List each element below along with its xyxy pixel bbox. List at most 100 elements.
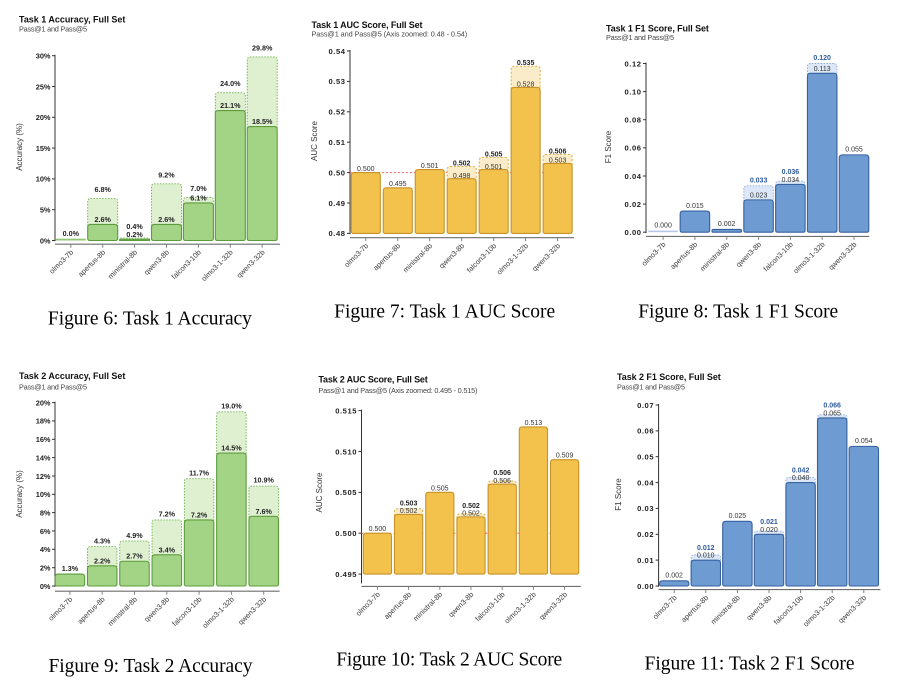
svg-text:15%: 15% <box>36 144 51 153</box>
svg-text:0.08: 0.08 <box>625 116 642 125</box>
svg-text:Figure 11: Task 2 F1 Score: Figure 11: Task 2 F1 Score <box>645 654 855 675</box>
svg-text:0.10: 0.10 <box>625 87 642 96</box>
svg-text:Pass@1 and Pass@5: Pass@1 and Pass@5 <box>606 33 674 42</box>
svg-text:olmo3-1-32b: olmo3-1-32b <box>199 248 234 283</box>
svg-text:0.066: 0.066 <box>823 403 841 410</box>
svg-text:ministral-8b: ministral-8b <box>106 595 139 628</box>
svg-text:Figure 9: Task 2 Accuracy: Figure 9: Task 2 Accuracy <box>49 656 253 677</box>
svg-text:18%: 18% <box>36 417 51 426</box>
svg-text:ministral-8b: ministral-8b <box>106 248 139 281</box>
svg-text:olmo3-1-32b: olmo3-1-32b <box>791 240 826 275</box>
svg-text:14%: 14% <box>36 453 51 462</box>
svg-text:0.042: 0.042 <box>792 467 810 474</box>
svg-text:qwen3-8b: qwen3-8b <box>446 590 475 619</box>
svg-text:1.3%: 1.3% <box>62 564 79 573</box>
svg-text:Figure 7: Task 1 AUC Score: Figure 7: Task 1 AUC Score <box>334 302 555 323</box>
svg-text:0.54: 0.54 <box>329 47 346 56</box>
svg-text:0.501: 0.501 <box>485 164 503 171</box>
svg-text:0.515: 0.515 <box>335 406 357 415</box>
svg-text:0.023: 0.023 <box>750 192 768 199</box>
svg-text:qwen3-8b: qwen3-8b <box>142 595 171 624</box>
svg-text:apertus-8b: apertus-8b <box>679 593 710 624</box>
svg-text:7.6%: 7.6% <box>256 507 273 516</box>
svg-text:0.012: 0.012 <box>697 545 715 552</box>
svg-text:7.2%: 7.2% <box>191 511 208 520</box>
svg-text:Task 2 Accuracy, Full Set: Task 2 Accuracy, Full Set <box>19 371 125 381</box>
svg-text:0.535: 0.535 <box>517 60 535 67</box>
svg-text:Task 2 AUC Score, Full Set: Task 2 AUC Score, Full Set <box>318 375 427 385</box>
svg-text:4%: 4% <box>40 545 51 554</box>
svg-text:0.055: 0.055 <box>845 147 863 154</box>
svg-text:0.002: 0.002 <box>665 573 683 580</box>
svg-text:olmo3-7b: olmo3-7b <box>651 593 679 621</box>
svg-text:apertus-8b: apertus-8b <box>668 240 699 271</box>
svg-text:0.034: 0.034 <box>782 177 800 184</box>
svg-text:0.002: 0.002 <box>718 221 736 228</box>
svg-text:0.040: 0.040 <box>792 475 810 482</box>
svg-text:0.506: 0.506 <box>549 148 567 155</box>
svg-text:0.07: 0.07 <box>637 401 654 410</box>
svg-text:0.033: 0.033 <box>750 178 768 185</box>
svg-text:0%: 0% <box>40 582 51 591</box>
svg-text:0.036: 0.036 <box>782 169 800 176</box>
svg-text:Accuracy (%): Accuracy (%) <box>15 470 24 518</box>
svg-text:0.503: 0.503 <box>400 500 418 507</box>
svg-text:falcon3-10b: falcon3-10b <box>772 593 805 626</box>
svg-text:0.0%: 0.0% <box>63 229 80 238</box>
svg-text:0.06: 0.06 <box>637 427 654 436</box>
svg-text:0.502: 0.502 <box>462 503 480 510</box>
svg-text:apertus-8b: apertus-8b <box>76 248 107 279</box>
svg-text:2.6%: 2.6% <box>95 215 112 224</box>
svg-text:0.501: 0.501 <box>421 163 439 170</box>
svg-text:0.000: 0.000 <box>654 222 672 229</box>
svg-text:olmo3-1-32b: olmo3-1-32b <box>502 590 537 625</box>
svg-text:9.2%: 9.2% <box>158 170 175 179</box>
svg-text:apertus-8b: apertus-8b <box>371 241 402 272</box>
svg-text:0.120: 0.120 <box>813 55 831 62</box>
svg-text:0.00: 0.00 <box>637 582 654 591</box>
svg-text:0.12: 0.12 <box>625 59 642 68</box>
svg-text:falcon3-10b: falcon3-10b <box>473 590 506 623</box>
svg-text:0.04: 0.04 <box>625 172 642 181</box>
svg-text:qwen3-8b: qwen3-8b <box>744 593 773 622</box>
svg-text:Figure 10: Task 2 AUC Score: Figure 10: Task 2 AUC Score <box>336 649 562 670</box>
svg-text:0.01: 0.01 <box>637 556 654 565</box>
svg-text:0.025: 0.025 <box>729 513 747 520</box>
svg-text:0.021: 0.021 <box>760 519 778 526</box>
svg-text:qwen3-8b: qwen3-8b <box>142 248 171 277</box>
svg-text:0.4%: 0.4% <box>126 222 143 231</box>
svg-text:0%: 0% <box>40 236 51 245</box>
svg-text:olmo3-7b: olmo3-7b <box>640 240 668 268</box>
svg-text:0.510: 0.510 <box>335 447 357 456</box>
svg-text:qwen3-32b: qwen3-32b <box>236 595 268 627</box>
svg-text:5%: 5% <box>40 206 51 215</box>
svg-text:olmo3-7b: olmo3-7b <box>47 248 75 276</box>
svg-text:qwen3-32b: qwen3-32b <box>235 248 267 280</box>
svg-text:0.49: 0.49 <box>329 199 346 208</box>
svg-text:Pass@1 and Pass@5 (Axis zoomed: Pass@1 and Pass@5 (Axis zoomed: 0.495 - … <box>318 386 477 395</box>
svg-text:qwen3-8b: qwen3-8b <box>734 240 763 269</box>
svg-text:0.065: 0.065 <box>823 410 841 417</box>
svg-text:0.498: 0.498 <box>453 173 471 180</box>
svg-text:0.010: 0.010 <box>697 553 715 560</box>
svg-text:0.502: 0.502 <box>400 508 418 515</box>
svg-text:10%: 10% <box>36 175 51 184</box>
svg-text:ministral-8b: ministral-8b <box>401 241 434 274</box>
svg-text:0.054: 0.054 <box>855 438 873 445</box>
svg-text:0.02: 0.02 <box>625 200 642 209</box>
svg-text:0.48: 0.48 <box>329 229 346 238</box>
svg-text:0.502: 0.502 <box>453 161 471 168</box>
svg-text:2.2%: 2.2% <box>94 556 111 565</box>
svg-text:AUC Score: AUC Score <box>315 472 324 513</box>
svg-text:Task 1 AUC Score, Full Set: Task 1 AUC Score, Full Set <box>312 20 423 30</box>
svg-text:olmo3-7b: olmo3-7b <box>46 595 74 623</box>
svg-text:Pass@1 and Pass@5 (Axis zoomed: Pass@1 and Pass@5 (Axis zoomed: 0.48 - 0… <box>312 29 468 38</box>
svg-text:AUC Score: AUC Score <box>310 120 319 161</box>
svg-text:apertus-8b: apertus-8b <box>76 595 107 626</box>
svg-text:0.05: 0.05 <box>637 453 654 462</box>
svg-text:Task 2 F1 Score, Full Set: Task 2 F1 Score, Full Set <box>617 372 721 382</box>
svg-text:2%: 2% <box>40 564 51 573</box>
svg-text:0.506: 0.506 <box>493 478 511 485</box>
svg-text:olmo3-7b: olmo3-7b <box>354 590 382 618</box>
svg-text:12%: 12% <box>36 472 51 481</box>
